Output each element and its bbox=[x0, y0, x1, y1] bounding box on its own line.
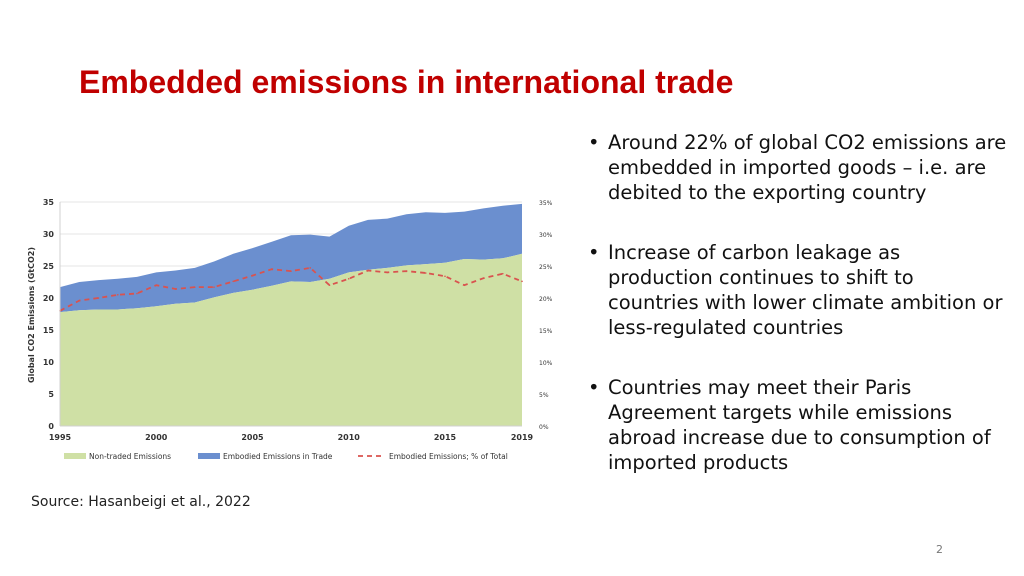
embodied-percent-point bbox=[136, 292, 138, 295]
embodied-percent-point bbox=[270, 268, 273, 270]
embodied-percent-point bbox=[521, 280, 523, 283]
y-tick-label-right: 30% bbox=[539, 232, 553, 239]
y-tick-label-left: 30 bbox=[43, 230, 55, 239]
embodied-percent-point bbox=[367, 269, 369, 272]
x-tick-label: 2019 bbox=[511, 433, 534, 442]
chart-axes: 0 5 10 15 20 25 30 35 0% 5% 10% 15% 20% 25% 30% 35% 1995… bbox=[43, 198, 553, 442]
embodied-percent-point bbox=[290, 270, 292, 272]
x-tick-label: 2010 bbox=[338, 433, 361, 442]
bullet-text: Countries may meet their Paris Agreement… bbox=[608, 376, 991, 474]
legend-label: Embodied Emissions; % of Total bbox=[389, 452, 508, 461]
x-tick-label: 2005 bbox=[241, 433, 264, 442]
y-tick-label-right: 5% bbox=[539, 392, 549, 399]
embodied-percent-point bbox=[347, 278, 350, 280]
legend-label: Embodied Emissions in Trade bbox=[223, 452, 333, 461]
embodied-percent-point bbox=[116, 294, 119, 296]
embodied-percent-point bbox=[309, 267, 312, 269]
source-citation: Source: Hasanbeigi et al., 2022 bbox=[31, 494, 251, 510]
embodied-percent-point bbox=[193, 286, 196, 288]
y-tick-label-left: 20 bbox=[43, 294, 55, 303]
x-tick-label: 2015 bbox=[434, 433, 457, 442]
y-tick-label-left: 0 bbox=[48, 422, 54, 431]
embodied-percent-point bbox=[251, 274, 254, 277]
bullet-dot: • bbox=[588, 131, 600, 154]
chart-legend: Non-traded Emissions Embodied Emissions i… bbox=[64, 452, 508, 461]
embodied-percent-point bbox=[174, 288, 177, 290]
page-number: 2 bbox=[936, 543, 943, 556]
y-tick-label-right: 10% bbox=[539, 360, 553, 367]
embodied-percent-point bbox=[463, 284, 466, 286]
embodied-percent-point bbox=[328, 284, 331, 286]
embodied-percent-point bbox=[155, 284, 158, 286]
bullet-dot: • bbox=[588, 241, 600, 264]
bullet-item: • Around 22% of global CO2 emissions are… bbox=[588, 130, 1008, 205]
non-traded-emissions-area bbox=[60, 253, 522, 426]
embodied-percent-point bbox=[232, 280, 235, 283]
legend-label: Non-traded Emissions bbox=[89, 452, 171, 461]
y-axis-label: Global CO2 Emissions (GtCO2) bbox=[27, 247, 36, 383]
embodied-percent-point bbox=[444, 275, 446, 278]
embodied-percent-point bbox=[78, 299, 81, 302]
embodied-percent-point bbox=[405, 270, 408, 272]
embodied-percent-point bbox=[386, 271, 389, 274]
y-tick-label-right: 20% bbox=[539, 296, 553, 303]
emissions-chart: 0 5 10 15 20 25 30 35 0% 5% 10% 15% 20% 25% 30% 35% 1995… bbox=[27, 198, 553, 461]
bullet-text: Increase of carbon leakage as production… bbox=[608, 241, 1003, 339]
embodied-percent-point bbox=[501, 272, 504, 275]
y-tick-label-right: 0% bbox=[539, 424, 549, 431]
embodied-emissions-area bbox=[60, 203, 522, 313]
embodied-percent-point bbox=[482, 277, 485, 279]
embodied-percent-point bbox=[97, 297, 100, 299]
chart-areas bbox=[60, 203, 522, 426]
x-tick-label: 2000 bbox=[145, 433, 168, 442]
y-tick-label-left: 15 bbox=[43, 326, 55, 335]
bullet-item: • Increase of carbon leakage as producti… bbox=[588, 240, 1008, 340]
y-tick-label-left: 35 bbox=[43, 198, 55, 207]
bullet-dot: • bbox=[588, 376, 600, 399]
y-tick-label-right: 25% bbox=[539, 264, 553, 271]
bullet-item: • Countries may meet their Paris Agreeme… bbox=[588, 375, 1008, 475]
y-tick-label-left: 10 bbox=[43, 358, 55, 367]
x-tick-label: 1995 bbox=[49, 433, 72, 442]
slide-title: Embedded emissions in international trad… bbox=[79, 64, 734, 100]
y-tick-label-left: 25 bbox=[43, 262, 55, 271]
embodied-percent-point bbox=[213, 286, 215, 288]
legend-swatch-embodied bbox=[198, 453, 220, 459]
y-tick-label-right: 35% bbox=[539, 200, 553, 207]
y-tick-label-right: 15% bbox=[539, 328, 553, 335]
embodied-percent-point bbox=[424, 272, 427, 274]
legend-swatch-non-traded bbox=[64, 453, 86, 459]
bullet-list: • Around 22% of global CO2 emissions are… bbox=[588, 130, 1008, 510]
y-tick-label-left: 5 bbox=[48, 390, 54, 399]
bullet-text: Around 22% of global CO2 emissions are e… bbox=[608, 131, 1007, 204]
